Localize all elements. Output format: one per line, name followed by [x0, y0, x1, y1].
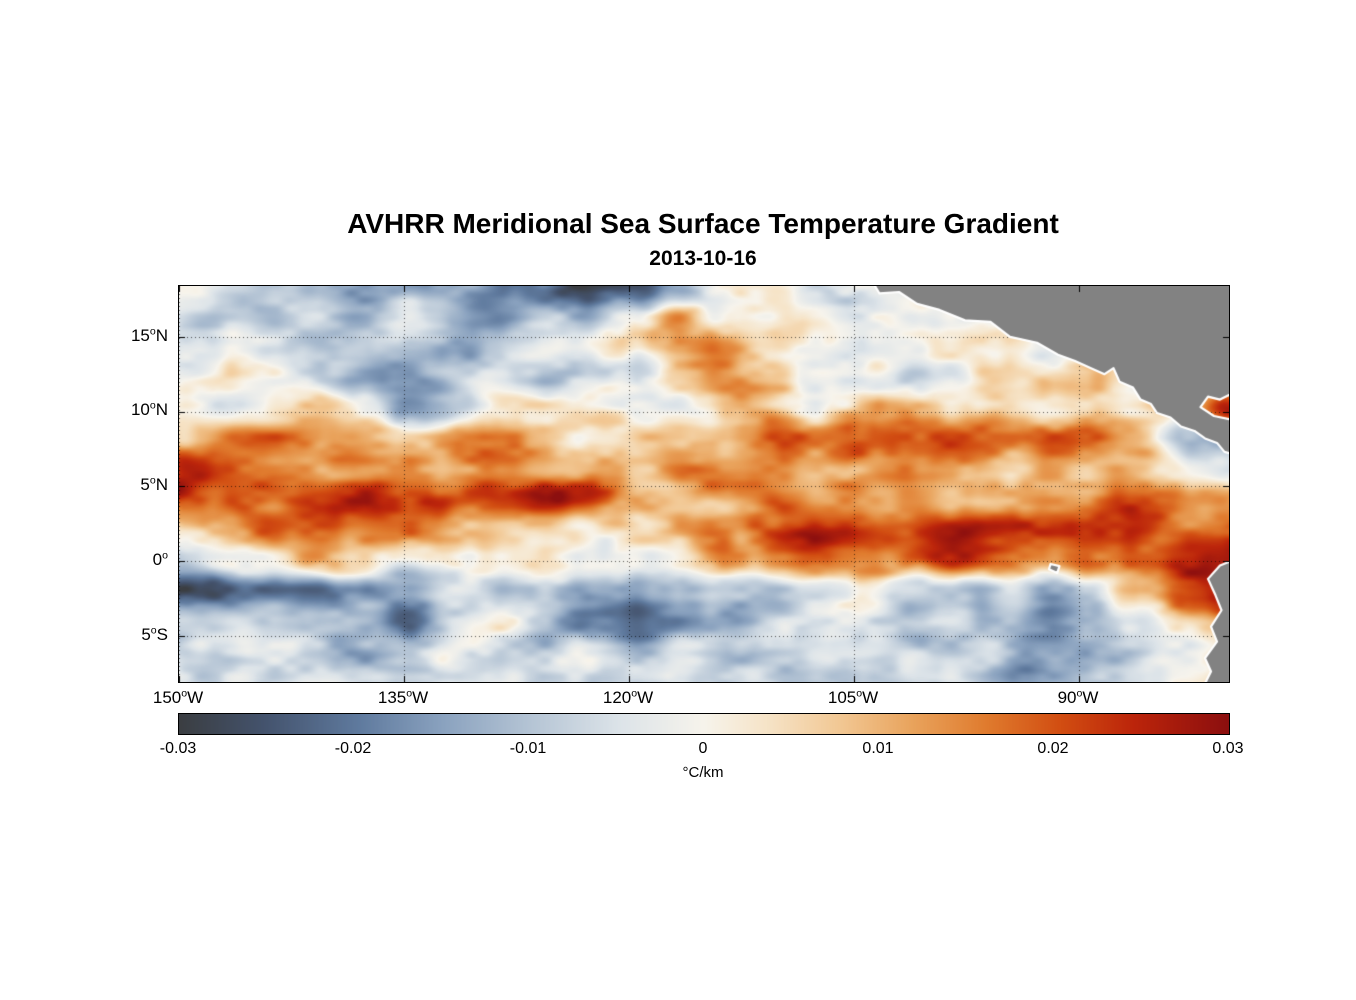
y-axis-tick-label-5n: 5oN [140, 474, 168, 494]
colorbar-tick-label-002: 0.02 [1037, 740, 1069, 757]
x-axis-tick-label-90w: 90oW [1057, 687, 1099, 707]
x-axis-tick-label-105w: 105oW [827, 687, 879, 707]
y-axis-tick-label-0: 0o [152, 549, 168, 569]
x-axis-tick-label-150w: 150oW [152, 687, 204, 707]
figure-subtitle: 2013-10-16 [649, 247, 757, 270]
colorbar-tick-label-neg002: -0.02 [334, 740, 372, 757]
colorbar-unit-label: °C/km [682, 764, 724, 781]
y-axis-tick-label-5s: 5oS [141, 624, 168, 644]
map-plot [178, 285, 1230, 683]
colorbar [178, 713, 1230, 735]
colorbar-tick-label-neg003: -0.03 [159, 740, 197, 757]
y-axis-tick-label-10n: 10oN [130, 399, 168, 419]
figure-title: AVHRR Meridional Sea Surface Temperature… [347, 208, 1059, 239]
x-axis-tick-label-120w: 120oW [602, 687, 654, 707]
sst-field-canvas [179, 286, 1229, 682]
colorbar-tick-label-neg001: -0.01 [509, 740, 547, 757]
colorbar-canvas [179, 714, 1229, 734]
y-axis-tick-label-15n: 15oN [130, 325, 168, 345]
colorbar-tick-label-0: 0 [698, 740, 708, 757]
colorbar-tick-label-001: 0.01 [862, 740, 894, 757]
x-axis-tick-label-135w: 135oW [377, 687, 429, 707]
colorbar-tick-label-003: 0.03 [1212, 740, 1244, 757]
